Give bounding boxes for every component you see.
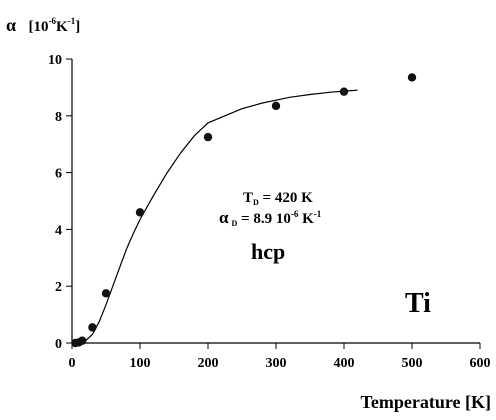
td-symbol: T — [243, 190, 253, 206]
alpha-subscript: D — [232, 219, 238, 228]
td-value: = 420 K — [259, 190, 313, 206]
x-tick-label: 0 — [69, 356, 76, 371]
y-tick-label: 2 — [55, 280, 62, 295]
y-tick-label: 8 — [55, 110, 62, 125]
y-axis-title: α [10-6K-1] — [6, 15, 80, 35]
y-axis-symbol: α — [6, 15, 16, 35]
data-point — [339, 87, 349, 96]
data-point — [203, 132, 213, 142]
fit-curve — [71, 89, 358, 344]
y-tick-label: 0 — [55, 337, 62, 352]
x-axis-title: Temperature [K] — [361, 392, 491, 412]
x-tick-label: 200 — [198, 356, 219, 371]
y-tick-label: 6 — [55, 167, 62, 182]
alpha-symbol: α — [219, 208, 229, 227]
y-axis-unit-open: [10 — [29, 19, 49, 35]
alpha-value: = 8.9 10 — [237, 211, 291, 227]
x-tick-label: 600 — [470, 356, 491, 371]
alpha-exp1: -6 — [291, 209, 299, 219]
x-tick-label: 100 — [130, 356, 151, 371]
data-point — [101, 289, 111, 298]
y-axis-unit-exp: -6 — [49, 16, 57, 26]
element-label: Ti — [405, 288, 431, 319]
data-point — [78, 336, 87, 345]
alpha-exp2: -1 — [314, 209, 322, 219]
data-point — [88, 323, 97, 332]
data-point — [407, 73, 417, 82]
x-tick-label: 400 — [334, 356, 355, 371]
alpha-k: K — [298, 211, 314, 227]
td-subscript: D — [253, 198, 259, 207]
y-axis-unit-close: ] — [75, 19, 80, 35]
ticks: 0 100 200 300 400 500 600 0 2 4 6 8 10 — [48, 53, 491, 371]
y-tick-label: 4 — [55, 223, 62, 238]
fit-curve-group — [71, 89, 358, 344]
y-axis-unit-k: K — [56, 19, 68, 35]
y-tick-label: 10 — [48, 53, 62, 68]
structure-label: hcp — [251, 239, 285, 264]
x-tick-label: 500 — [402, 356, 423, 371]
debye-temperature-label: TD = 420 K — [243, 190, 313, 207]
y-axis-unit-kexp: -1 — [68, 16, 76, 26]
data-points — [71, 73, 417, 348]
data-point — [135, 208, 145, 217]
x-tick-label: 300 — [266, 356, 287, 371]
data-point — [271, 101, 281, 111]
